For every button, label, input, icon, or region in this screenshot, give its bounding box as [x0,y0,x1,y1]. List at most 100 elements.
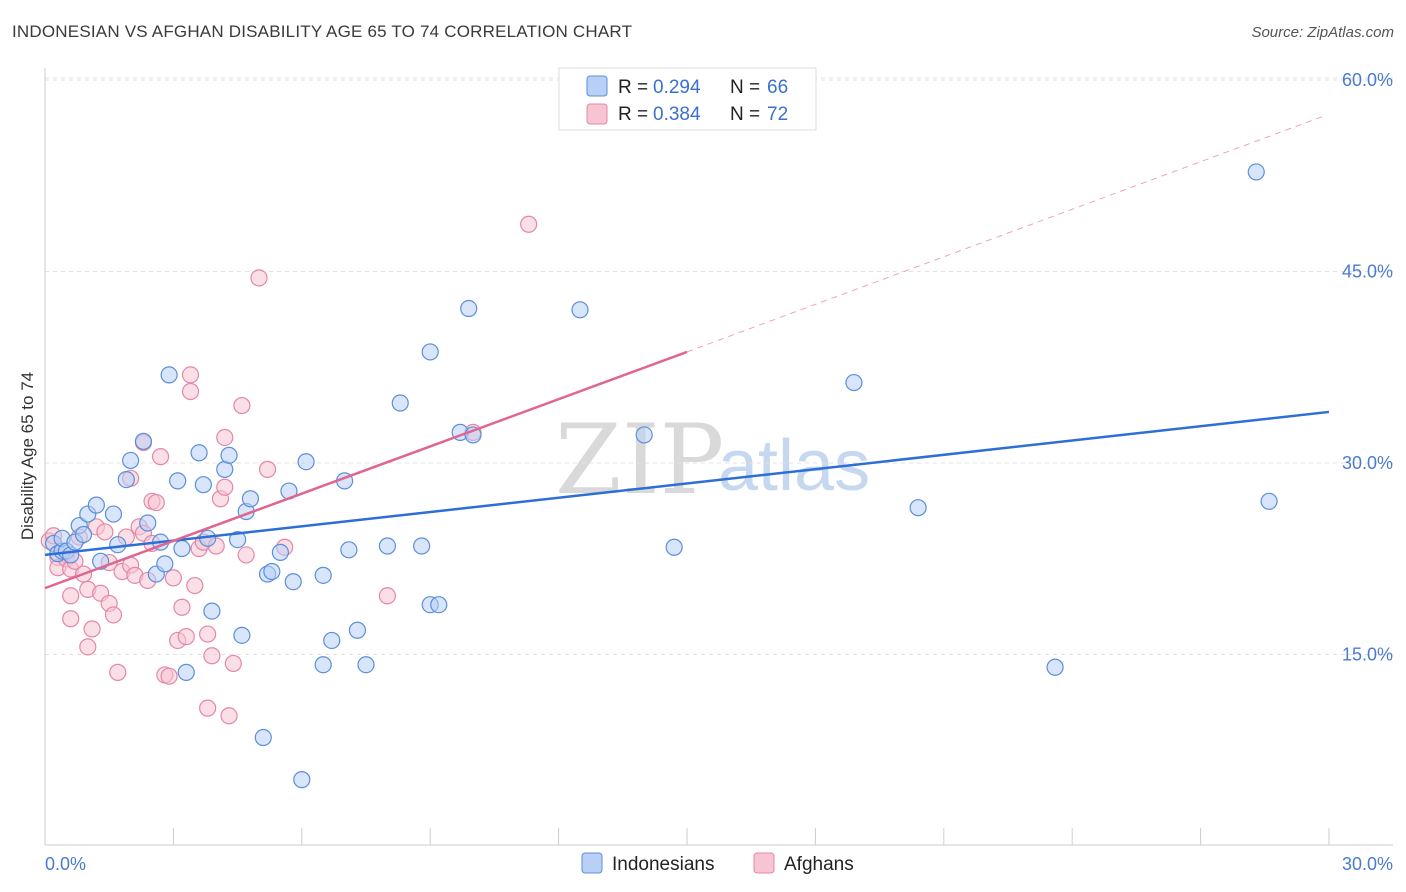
indonesian-point [413,537,431,555]
indonesian-point [391,394,409,412]
afghan-point [160,667,178,685]
y-tick-label: 15.0% [1342,645,1393,665]
indonesian-point [1046,658,1064,676]
indonesian-point [173,539,191,558]
indonesian-point [571,301,589,319]
indonesian-point [229,530,247,549]
afghan-points [40,215,538,725]
afghan-point [62,587,80,605]
afghans-swatch [753,852,775,874]
indonesian-point [348,621,367,639]
indonesian-point [160,366,178,384]
watermark-zip: ZIP [555,404,724,516]
afghan-point [250,269,268,287]
indonesian-point [263,562,281,581]
indonesian-point [314,566,332,584]
indonesian-point [177,663,195,681]
series-legend: Indonesians Afghans [581,852,854,875]
afghan-point [151,448,170,466]
afghan-point [181,366,200,384]
afghan-point [79,638,97,656]
indonesian-point [254,728,272,747]
indonesian-point [314,656,332,674]
afghan-legend-swatch [586,103,608,125]
indonesian-point [378,537,396,555]
indonesian-point [122,451,140,470]
indonesian-legend-swatch [586,75,608,97]
afghan-point [177,628,195,646]
indonesian-point [134,432,153,450]
afghan-point [199,699,217,717]
indonesian-point [357,656,375,674]
indonesians-swatch [581,852,603,874]
legend-r-label-2: R = [618,104,648,125]
afghan-point [199,625,217,643]
afghan-point [233,396,251,415]
afghan-point [224,654,242,673]
afghan-point [186,576,204,595]
y-axis-label: Disability Age 65 to 74 [18,372,37,540]
indonesian-point [156,555,174,573]
indonesian-point [284,573,302,591]
x-tick-label-min: 0.0% [45,854,86,874]
indonesian-point [139,514,157,532]
afghan-point [216,478,234,496]
afghan-trend-extension [686,115,1325,353]
indonesian-point [421,343,439,361]
afghan-point [181,382,200,401]
indonesian-point [203,602,221,620]
indonesian-point [297,453,315,471]
indonesian-points [44,163,1278,789]
indonesian-point [74,525,93,544]
afghan-point [237,546,255,564]
afghan-point [220,707,238,725]
indonesian-point [909,499,927,517]
afghans-label: Afghans [784,854,854,875]
indonesian-trend-line [44,410,1330,557]
indonesian-point [104,505,123,523]
afghan-point [104,606,123,624]
indonesian-point [1247,163,1265,181]
indonesian-point [117,470,135,489]
chart-title: INDONESIAN VS AFGHAN DISABILITY AGE 65 T… [12,22,633,41]
afghan-point [109,663,127,681]
indonesian-point [194,476,212,494]
afghan-point [96,523,114,541]
legend-n-label-2: N = [730,104,760,125]
indonesian-point [109,536,127,554]
x-axis-ticks [44,828,1330,845]
legend-n-value-1: 66 [767,77,788,98]
indonesian-point [665,538,683,556]
stats-legend: R = 0.294 N = 66 R = 0.384 N = 72 [558,67,817,131]
trend-lines [44,115,1330,590]
legend-n-label-1: N = [730,77,760,98]
indonesian-point [323,631,341,650]
indonesian-point [845,373,863,392]
afghan-trend-line [44,350,688,590]
indonesian-point [460,299,478,318]
afghan-point [173,598,191,616]
legend-r-value-1: 0.294 [653,77,701,98]
afghan-point [164,569,182,587]
gridlines [45,77,1393,655]
indonesian-point [87,496,105,514]
indonesian-point [340,541,358,559]
x-tick-label-max: 30.0% [1342,854,1393,874]
indonesians-label: Indonesians [612,854,714,875]
indonesian-point [233,626,251,644]
indonesian-point [169,472,187,490]
afghan-point [378,587,396,605]
legend-r-value-2: 0.384 [653,104,701,125]
indonesian-point [1260,492,1278,510]
indonesian-point [271,543,289,561]
y-tick-label: 30.0% [1342,453,1393,473]
source-note: Source: ZipAtlas.com [1251,24,1394,41]
indonesian-point [635,426,653,444]
indonesian-point [220,446,238,464]
y-tick-label: 60.0% [1342,70,1393,90]
indonesian-point [293,771,311,789]
afghan-point [62,610,80,628]
afghan-point [258,460,277,478]
indonesian-point [190,444,208,462]
